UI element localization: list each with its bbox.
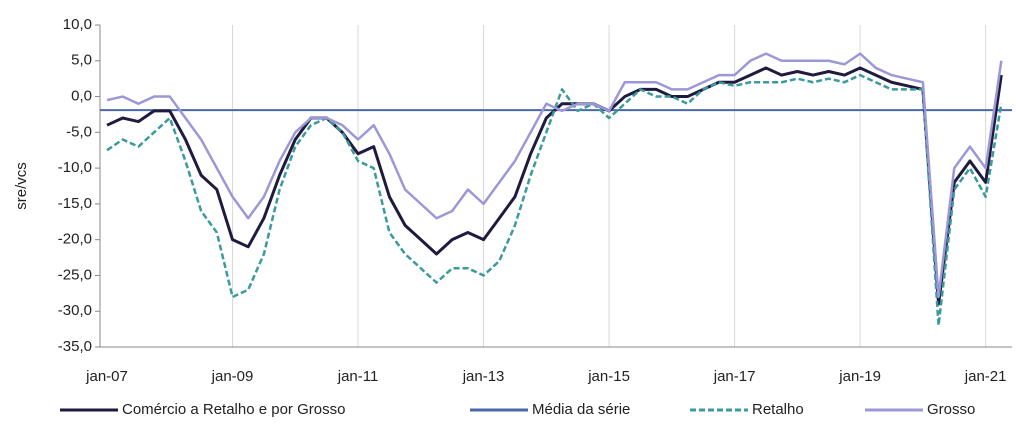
legend-label: Média da série <box>532 401 630 418</box>
y-tick-label: 0,0 <box>71 88 92 105</box>
x-tick-label: jan-17 <box>713 368 756 385</box>
x-tick-label: jan-07 <box>85 368 128 385</box>
y-tick-label: 5,0 <box>71 52 92 69</box>
series-line <box>106 73 1003 327</box>
y-tick-label: -15,0 <box>58 195 92 212</box>
y-tick-label: -35,0 <box>58 338 92 355</box>
y-tick-label: -20,0 <box>58 231 92 248</box>
legend-label: Retalho <box>752 401 804 418</box>
legend-label: Grosso <box>927 401 975 418</box>
y-axis-label: sre/vcs <box>13 162 30 210</box>
y-tick-label: -25,0 <box>58 266 92 283</box>
x-tick-label: jan-13 <box>462 368 505 385</box>
y-tick-label: -10,0 <box>58 159 92 176</box>
x-tick-label: jan-19 <box>838 368 881 385</box>
y-tick-label: -5,0 <box>66 123 92 140</box>
x-tick-label: jan-11 <box>337 368 379 385</box>
y-tick-label: -30,0 <box>58 302 92 319</box>
x-tick-label: jan-21 <box>964 368 1007 385</box>
x-tick-label: jan-09 <box>211 368 254 385</box>
x-tick-label: jan-15 <box>587 368 630 385</box>
series-line <box>106 66 1003 306</box>
legend-label: Comércio a Retalho e por Grosso <box>122 401 345 418</box>
series-line <box>106 52 1003 299</box>
y-tick-label: 10,0 <box>63 16 92 33</box>
